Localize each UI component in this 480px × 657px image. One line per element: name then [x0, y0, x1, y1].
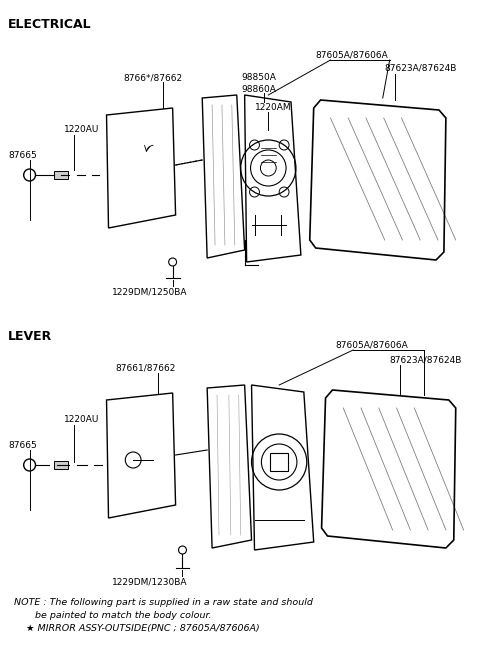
Text: LEVER: LEVER: [8, 330, 52, 343]
Text: 1220AU: 1220AU: [64, 125, 99, 135]
Bar: [54, 461, 68, 469]
Text: 87665: 87665: [8, 150, 36, 160]
Text: 1220AM: 1220AM: [254, 104, 291, 112]
Text: 98860A: 98860A: [242, 85, 276, 93]
Bar: [270, 453, 288, 471]
Text: ELECTRICAL: ELECTRICAL: [8, 18, 92, 31]
Text: 87665: 87665: [8, 440, 36, 449]
Text: 87605A/87606A: 87605A/87606A: [336, 340, 408, 350]
Text: 87623A/87624B: 87623A/87624B: [384, 64, 457, 72]
Text: 1220AU: 1220AU: [64, 415, 99, 424]
Text: 1229DM/1230BA: 1229DM/1230BA: [112, 578, 188, 587]
Text: NOTE : The following part is supplied in a raw state and should
       be painte: NOTE : The following part is supplied in…: [14, 598, 312, 633]
Text: 8766*/87662: 8766*/87662: [123, 74, 182, 83]
Text: 87623A/87624B: 87623A/87624B: [390, 355, 462, 365]
Text: 1229DM/1250BA: 1229DM/1250BA: [112, 288, 188, 296]
Bar: [54, 171, 68, 179]
Text: 87661/87662: 87661/87662: [116, 363, 176, 373]
Text: 87605A/87606A: 87605A/87606A: [316, 51, 388, 60]
Text: 98850A: 98850A: [242, 74, 276, 83]
